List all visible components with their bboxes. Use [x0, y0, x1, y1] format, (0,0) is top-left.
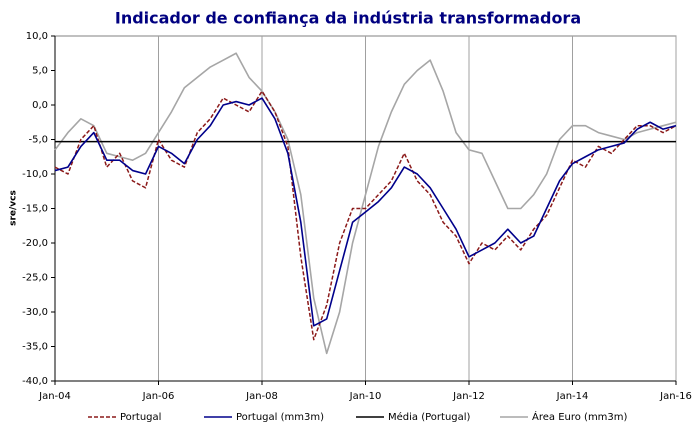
y-tick-label: 5,0 — [32, 66, 48, 77]
y-tick-label: 0,0 — [32, 100, 48, 111]
series-line — [54, 97, 677, 327]
legend-label: Área Euro (mm3m) — [532, 410, 628, 423]
x-tick-label: Jan-12 — [452, 391, 485, 402]
legend-label: Média (Portugal) — [388, 411, 471, 423]
x-tick-label: Jan-08 — [245, 391, 278, 402]
y-tick-label: -40,0 — [22, 376, 48, 387]
x-tick-label: Jan-04 — [38, 391, 71, 402]
x-tick-label: Jan-10 — [349, 391, 382, 402]
series-line — [54, 90, 677, 341]
y-tick-label: -30,0 — [22, 307, 48, 318]
x-tick-label: Jan-14 — [556, 391, 589, 402]
y-axis-label: sre/vcs — [9, 190, 19, 226]
y-tick-label: -20,0 — [22, 238, 48, 249]
y-tick-label: -15,0 — [22, 204, 48, 215]
y-tick-label: 10,0 — [26, 31, 48, 42]
y-tick-label: -10,0 — [22, 169, 48, 180]
chart-title: Indicador de confiança da indústria tran… — [115, 9, 581, 28]
x-tick-label: Jan-06 — [142, 391, 175, 402]
series-line — [54, 52, 677, 355]
legend-label: Portugal — [120, 412, 161, 423]
y-tick-label: -35,0 — [22, 342, 48, 353]
legend-label: Portugal (mm3m) — [236, 412, 324, 423]
x-tick-label: Jan-16 — [659, 391, 692, 402]
y-tick-label: -5,0 — [28, 135, 48, 146]
y-tick-label: -25,0 — [22, 273, 48, 284]
